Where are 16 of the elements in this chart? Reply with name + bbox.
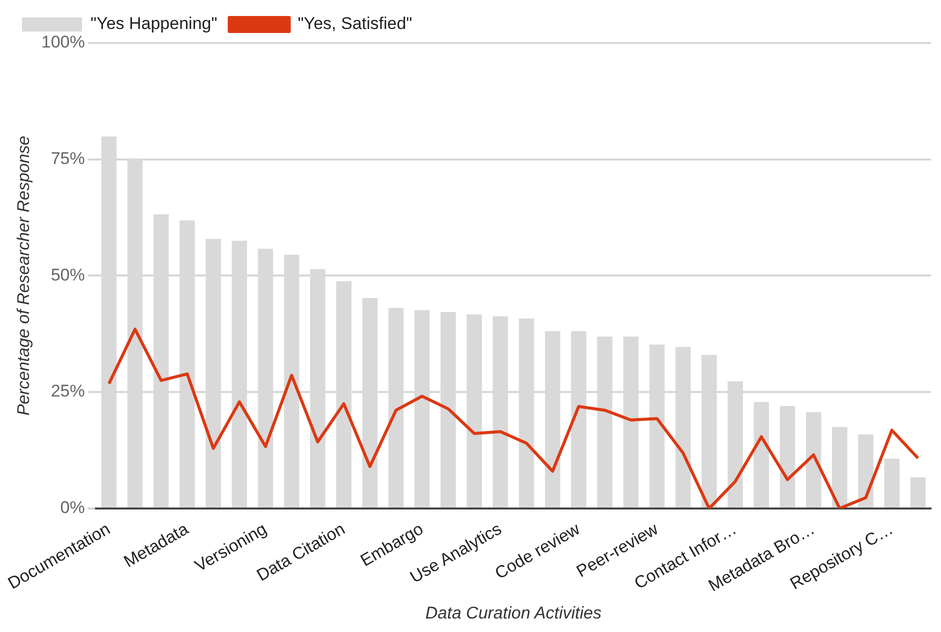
bar (884, 458, 900, 508)
y-tick-label: 50% (50, 265, 85, 284)
bar (832, 426, 848, 508)
bar (806, 412, 822, 508)
legend-label: "Yes Happening" (90, 14, 218, 34)
y-axis-title: Percentage of Researcher Response (14, 136, 33, 416)
y-tick-label: 75% (50, 149, 85, 168)
y-tick-label: 100% (41, 32, 85, 52)
x-axis-title: Data Curation Activities (425, 604, 602, 623)
legend-label: "Yes, Satisfied" (298, 14, 412, 34)
y-tick-label: 25% (50, 382, 85, 401)
bar (858, 434, 874, 508)
bar (780, 406, 796, 508)
bar (754, 402, 769, 508)
bar (910, 477, 926, 508)
y-tick-label: 0% (60, 498, 85, 518)
